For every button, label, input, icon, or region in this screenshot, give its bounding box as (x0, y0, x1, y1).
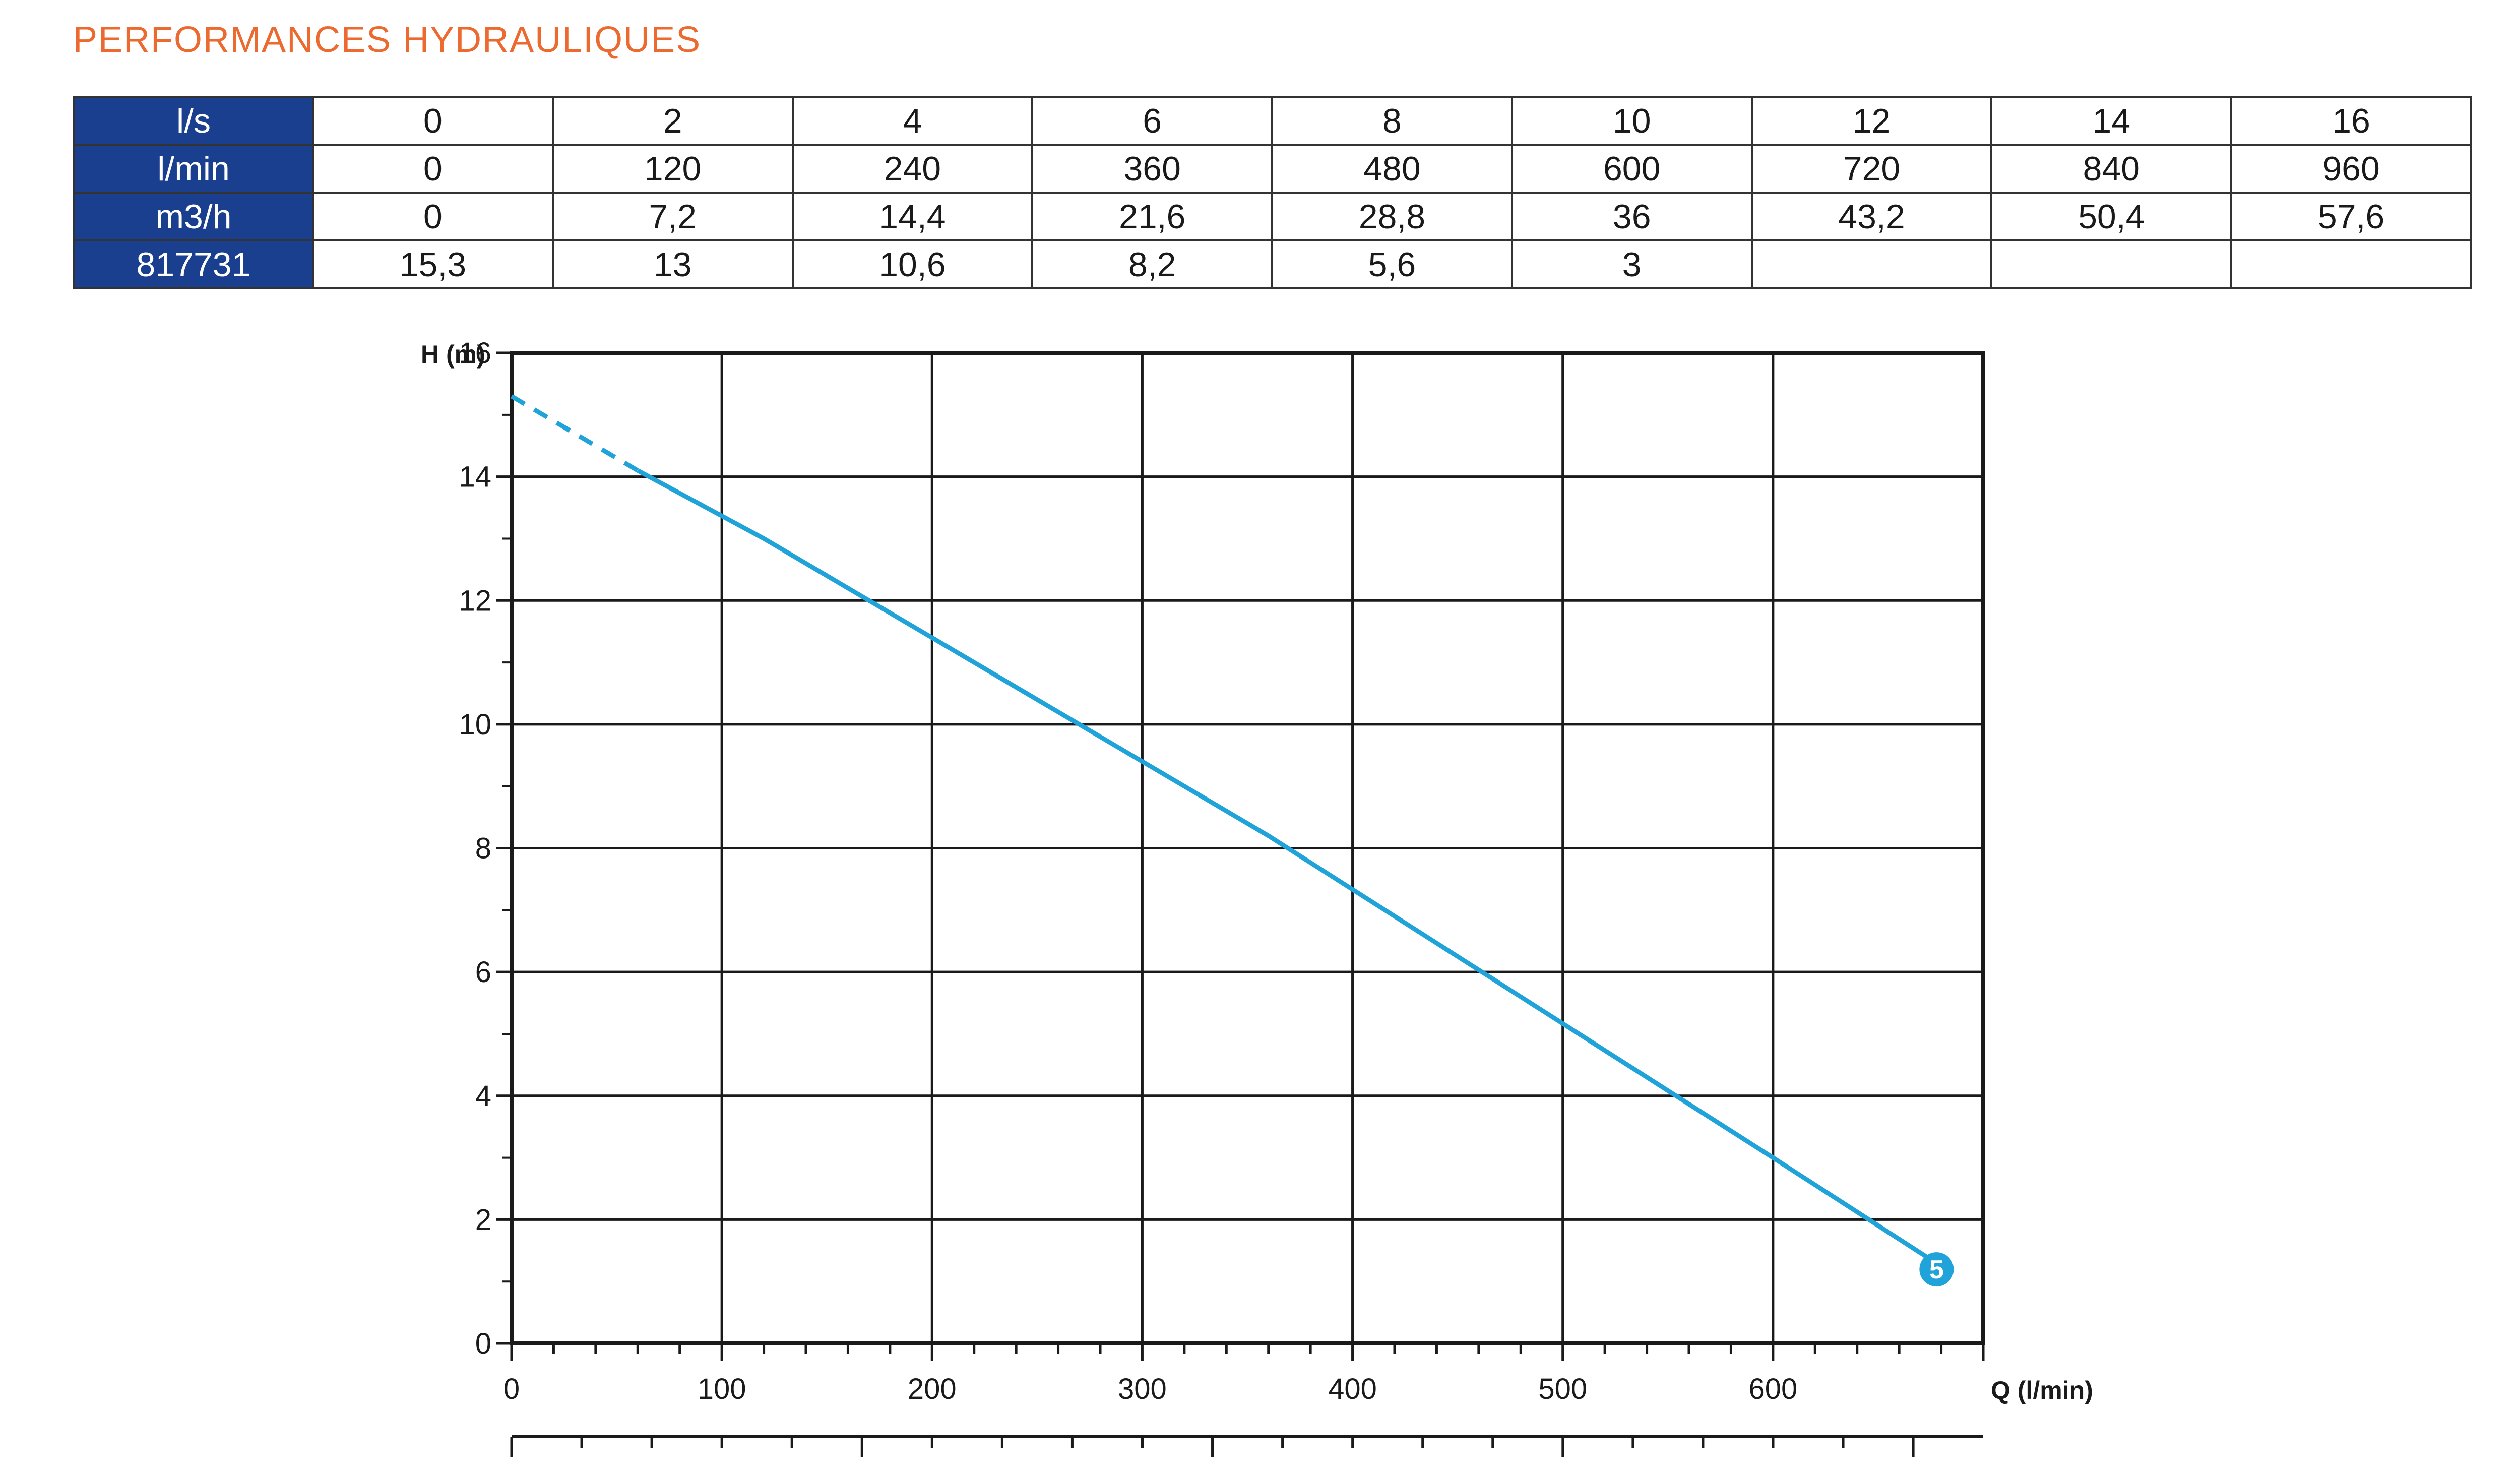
table-cell: 8,2 (1031, 239, 1274, 289)
table-cell (1750, 239, 1993, 289)
table-cell: 10 (1510, 96, 1753, 146)
y-tick-label: 8 (475, 832, 491, 865)
x-tick-label: 200 (908, 1373, 957, 1405)
curve-dashed-segment (510, 394, 639, 473)
table-cell: 0 (312, 192, 554, 241)
y-tick-label: 4 (475, 1080, 491, 1113)
table-row: m3/h 0 7,2 14,4 21,6 28,8 36 43,2 50,4 57,6 (73, 192, 2472, 241)
table-cell: 14,4 (791, 192, 1034, 241)
table-cell: 10,6 (791, 239, 1034, 289)
table-cell: 21,6 (1031, 192, 1274, 241)
table-cell: 43,2 (1750, 192, 1993, 241)
x-tick-label: 100 (698, 1373, 746, 1405)
y-tick-label: 16 (459, 337, 491, 370)
table-cell: 50,4 (1990, 192, 2233, 241)
table-cell: 15,3 (312, 239, 554, 289)
table-cell: 600 (1510, 144, 1753, 194)
table-cell: 16 (2230, 96, 2472, 146)
x2-axis-label: Q (m³/h) (1991, 1469, 2088, 1471)
x-tick-label: 300 (1118, 1373, 1167, 1405)
table-cell: 0 (312, 144, 554, 194)
table-row: 817731 15,3 13 10,6 8,2 5,6 3 (73, 239, 2472, 289)
table-cell: 840 (1990, 144, 2233, 194)
row-header: m3/h (73, 192, 314, 241)
table-cell: 480 (1271, 144, 1513, 194)
table-row: l/s 0 2 4 6 8 10 12 14 16 (73, 96, 2472, 146)
x2-tick-label: 10 (846, 1466, 878, 1471)
table-cell: 6 (1031, 96, 1274, 146)
row-header: 817731 (73, 239, 314, 289)
table-cell (1990, 239, 2233, 289)
table-cell: 28,8 (1271, 192, 1513, 241)
table-row: l/min 0 120 240 360 480 600 720 840 960 (73, 144, 2472, 194)
table-cell: 0 (312, 96, 554, 146)
table-cell: 14 (1990, 96, 2233, 146)
y-axis-label: H (m) (421, 340, 485, 369)
performance-table: l/s 0 2 4 6 8 10 12 14 16 l/min 0 120 240 360 480 600 720… (73, 96, 2472, 289)
x-tick-label: 400 (1328, 1373, 1377, 1405)
table-cell: 36 (1510, 192, 1753, 241)
table-cell: 13 (551, 239, 794, 289)
x2-tick-label: 30 (1547, 1466, 1580, 1471)
x2-tick-label: 40 (1897, 1466, 1930, 1471)
table-cell: 720 (1750, 144, 1993, 194)
y-tick-label: 2 (475, 1203, 491, 1236)
table-cell: 4 (791, 96, 1034, 146)
row-header: l/s (73, 96, 314, 146)
y-tick-label: 6 (475, 956, 491, 989)
y-tick-label: 12 (459, 584, 491, 617)
table-cell: 8 (1271, 96, 1513, 146)
x-axis-label: Q (l/min) (1991, 1376, 2093, 1404)
x-tick-label: 600 (1748, 1373, 1797, 1405)
y-tick-label: 14 (459, 461, 491, 494)
table-cell: 12 (1750, 96, 1993, 146)
table-cell: 960 (2230, 144, 2472, 194)
table-cell: 360 (1031, 144, 1274, 194)
table-cell (2230, 239, 2472, 289)
table-cell: 5,6 (1271, 239, 1513, 289)
table-cell: 120 (551, 144, 794, 194)
y-tick-label: 10 (459, 708, 491, 741)
curve-end-marker (1919, 1252, 1954, 1287)
table-cell: 57,6 (2230, 192, 2472, 241)
table-cell: 3 (1510, 239, 1753, 289)
row-header: l/min (73, 144, 314, 194)
table-cell: 240 (791, 144, 1034, 194)
x-tick-label: 500 (1538, 1373, 1587, 1405)
x2-tick-label: 0 (503, 1466, 520, 1471)
pump-curve-line (637, 468, 1928, 1259)
x-tick-label: 0 (503, 1373, 520, 1405)
x2-tick-label: 20 (1196, 1466, 1229, 1471)
page-title: PERFORMANCES HYDRAULIQUES (73, 20, 702, 60)
y-tick-label: 0 (475, 1327, 491, 1360)
table-cell: 2 (551, 96, 794, 146)
curve-marker-label: 5 (1929, 1255, 1944, 1284)
table-cell: 7,2 (551, 192, 794, 241)
